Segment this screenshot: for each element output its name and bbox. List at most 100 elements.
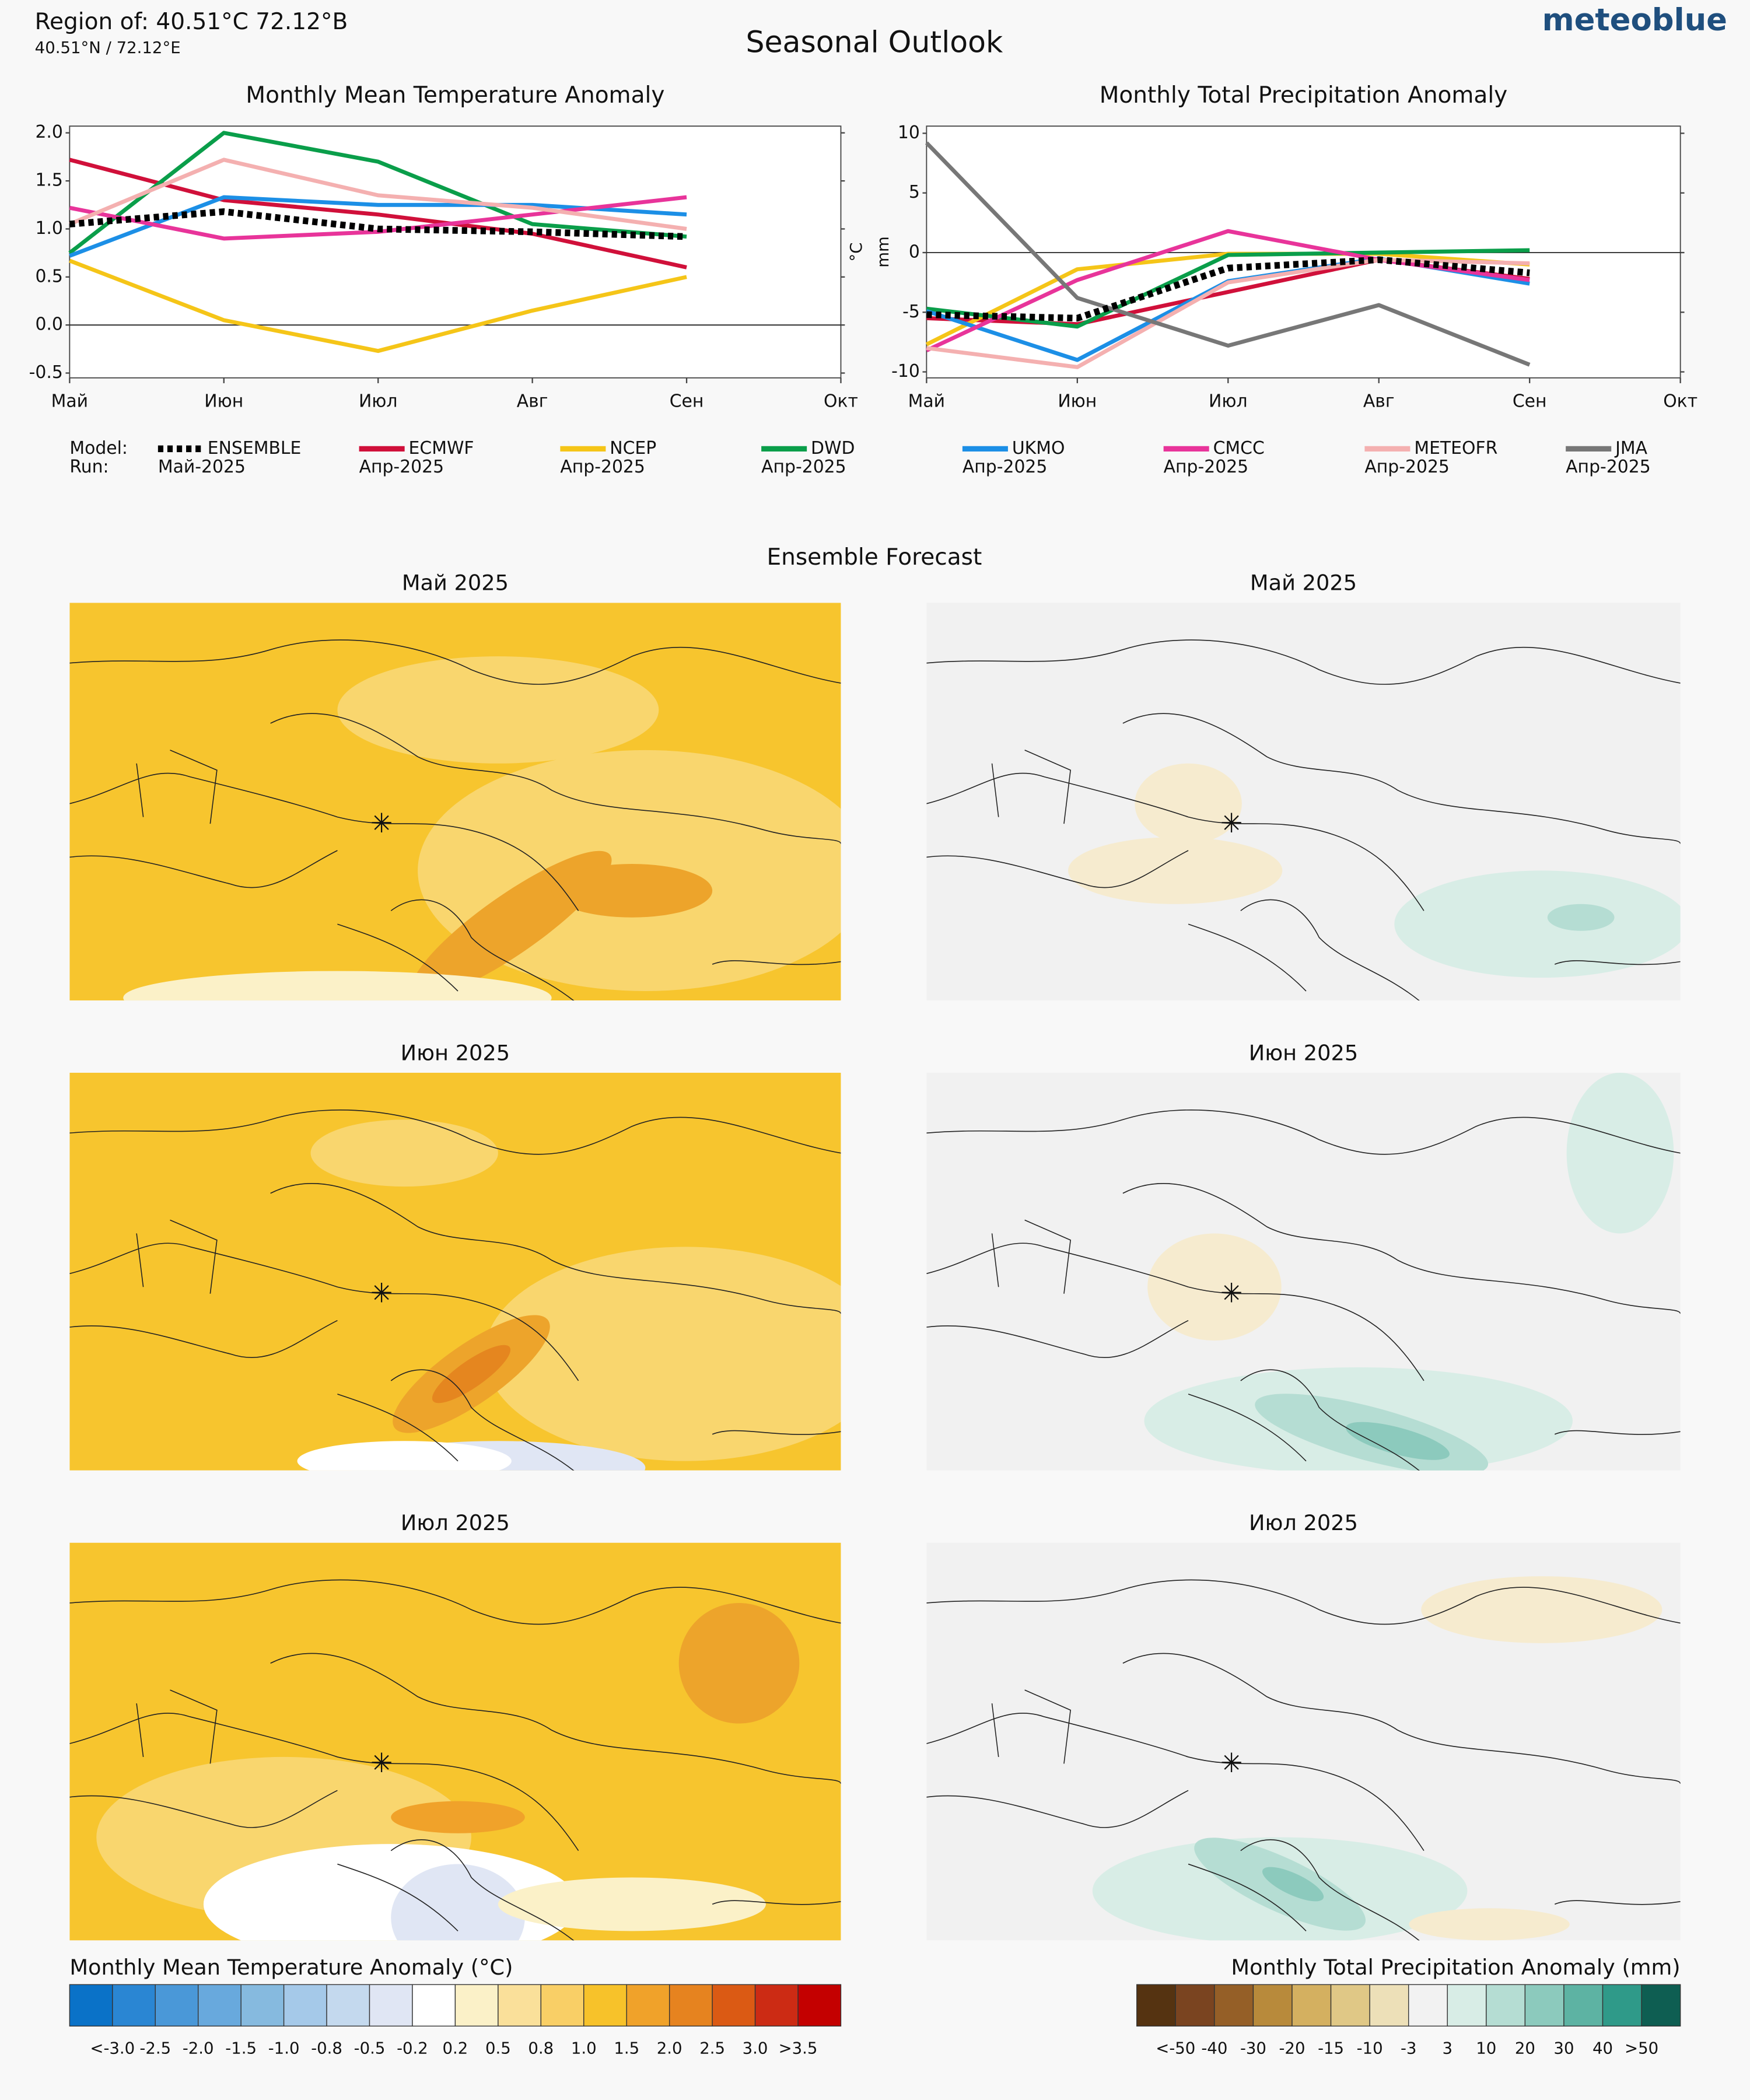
country-border xyxy=(337,923,841,992)
scale-swatch xyxy=(1252,1984,1293,2027)
legend-name: ENSEMBLE xyxy=(208,438,302,459)
scale-swatch xyxy=(797,1984,842,2027)
country-border xyxy=(1188,1394,1681,1462)
scale-title: Monthly Mean Temperature Anomaly (°C) xyxy=(69,1955,513,1980)
map: ✳ xyxy=(926,1542,1681,1941)
page-heading: Seasonal Outlook xyxy=(746,25,1003,60)
scale-label: 1.0 xyxy=(571,2039,597,2057)
map-region xyxy=(310,1119,498,1187)
scale-swatch xyxy=(1136,1984,1176,2027)
scale-swatch xyxy=(1214,1984,1254,2027)
y-tick-label: 2.0 xyxy=(35,122,62,142)
scale-swatch xyxy=(1175,1984,1215,2027)
legend-name: DWD xyxy=(811,438,855,459)
scale-label: >3.5 xyxy=(779,2039,818,2057)
country-border xyxy=(69,850,338,888)
y-tick-label: 1.0 xyxy=(35,218,62,239)
legend-name: JMA xyxy=(1614,438,1648,459)
x-tick-label: Сен xyxy=(670,391,704,412)
y-axis-label: mm xyxy=(874,236,892,268)
map-region xyxy=(1135,763,1242,844)
country-border xyxy=(337,1394,841,1462)
y-tick-label: 1.5 xyxy=(35,170,62,191)
scale-swatch xyxy=(1447,1984,1487,2027)
scale-label: 1.5 xyxy=(614,2039,639,2057)
x-tick-label: Июл xyxy=(359,391,398,412)
map: ✳ xyxy=(69,1073,841,1471)
scale-label: 20 xyxy=(1515,2039,1535,2057)
scale-label: <-50 xyxy=(1156,2039,1195,2057)
y-tick-label: -0.5 xyxy=(29,362,63,383)
country-border xyxy=(69,639,841,685)
y-tick-label: -5 xyxy=(902,302,920,322)
map-region xyxy=(678,1602,800,1724)
scale-swatch xyxy=(369,1984,413,2027)
scale-label: <-3.0 xyxy=(90,2039,135,2057)
map-region xyxy=(1409,1908,1570,1941)
scale-swatch xyxy=(454,1984,499,2027)
country-border xyxy=(69,1110,841,1155)
scale-swatch xyxy=(1292,1984,1332,2027)
x-tick-label: Окт xyxy=(824,391,858,412)
country-border xyxy=(926,1320,1189,1358)
legend-name: NCEP xyxy=(610,438,656,459)
scale-swatch xyxy=(240,1984,285,2027)
map: ✳ xyxy=(69,603,841,1001)
legend-run-label: Run: xyxy=(69,457,108,477)
scale-swatch xyxy=(1408,1984,1448,2027)
scale-label: -1.0 xyxy=(268,2039,300,2057)
country-border xyxy=(926,850,1189,888)
scale-label: 3 xyxy=(1442,2039,1452,2057)
map-region xyxy=(391,1801,525,1833)
country-border xyxy=(1122,713,1681,844)
scale-swatch xyxy=(326,1984,370,2027)
country-border xyxy=(1188,1863,1681,1931)
country-border xyxy=(270,713,841,844)
map-title: Июл 2025 xyxy=(401,1510,510,1535)
map-region xyxy=(337,656,659,764)
map-region xyxy=(297,1441,512,1471)
scale-label: -0.5 xyxy=(354,2039,386,2057)
map-region xyxy=(1262,1867,1324,1902)
map-region xyxy=(498,1877,766,1931)
legend-run: Апр-2025 xyxy=(761,457,846,477)
map-title: Май 2025 xyxy=(402,570,509,596)
x-tick-label: Июн xyxy=(204,391,243,412)
map-region xyxy=(1566,1073,1674,1234)
scale-label: 30 xyxy=(1553,2039,1574,2057)
scale-label: 3.0 xyxy=(743,2039,768,2057)
map-title: Июл 2025 xyxy=(1249,1510,1358,1535)
x-tick-label: Авг xyxy=(517,391,548,412)
x-tick-label: Сен xyxy=(1513,391,1547,412)
country-border xyxy=(270,1653,841,1784)
map-region xyxy=(123,971,552,1001)
scale-label: -1.5 xyxy=(225,2039,257,2057)
scale-swatch xyxy=(1486,1984,1526,2027)
country-border xyxy=(136,750,575,1001)
country-border xyxy=(1122,1653,1681,1784)
y-tick-label: 0.5 xyxy=(35,266,62,286)
legend-name: METEOFR xyxy=(1414,438,1497,459)
region-title: Region of: 40.51°C 72.12°В xyxy=(35,9,348,35)
country-border xyxy=(991,1219,1420,1471)
scale-label: -15 xyxy=(1318,2039,1344,2057)
series-line xyxy=(925,141,1531,367)
y-tick-label: -10 xyxy=(891,361,920,382)
series-line xyxy=(69,258,687,354)
country-border xyxy=(136,1689,575,1941)
y-tick-label: 0.0 xyxy=(35,314,62,335)
location-marker: ✳ xyxy=(1220,807,1242,839)
legend-name: ECMWF xyxy=(409,438,474,459)
scale-swatch xyxy=(155,1984,199,2027)
x-tick-label: Окт xyxy=(1663,391,1698,412)
scale-label: 0.2 xyxy=(443,2039,468,2057)
legend-run: Апр-2025 xyxy=(1164,457,1249,477)
scale-swatch xyxy=(712,1984,756,2027)
plot-frame xyxy=(69,125,842,379)
country-border xyxy=(926,1790,1189,1828)
location-marker: ✳ xyxy=(1220,1747,1242,1779)
x-tick-label: Июн xyxy=(1058,391,1097,412)
map: ✳ xyxy=(69,1542,841,1941)
series-line xyxy=(69,158,687,270)
country-border xyxy=(69,772,579,911)
